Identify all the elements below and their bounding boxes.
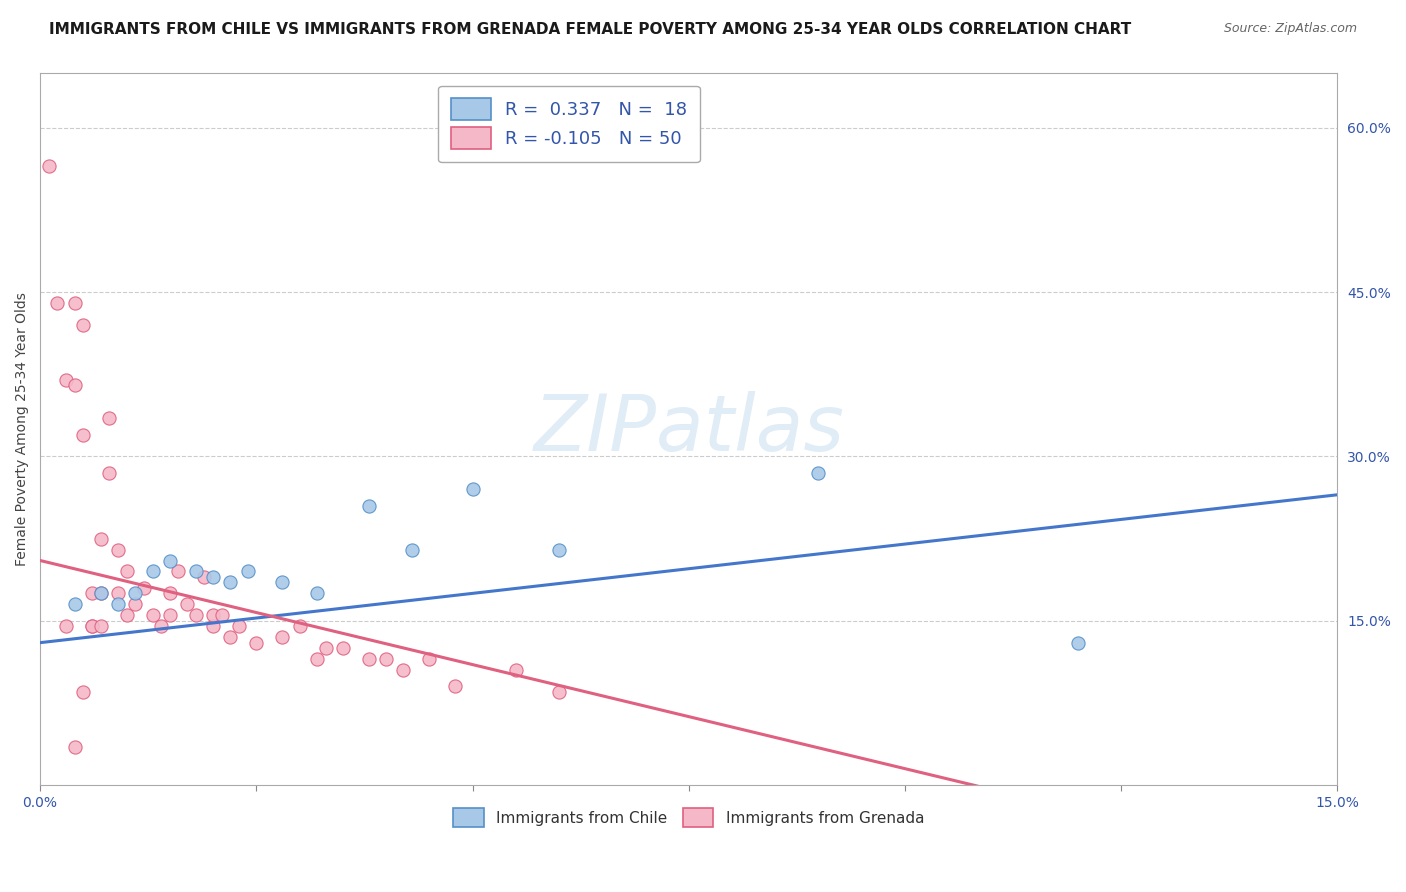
Point [72, 318, 94, 332]
Point [90, 532, 112, 546]
Point [1067, 635, 1090, 649]
Point [124, 597, 146, 611]
Point [98, 466, 121, 480]
Legend: Immigrants from Chile, Immigrants from Grenada: Immigrants from Chile, Immigrants from G… [446, 800, 932, 834]
Text: IMMIGRANTS FROM CHILE VS IMMIGRANTS FROM GRENADA FEMALE POVERTY AMONG 25-34 YEAR: IMMIGRANTS FROM CHILE VS IMMIGRANTS FROM… [49, 22, 1132, 37]
Point [159, 608, 181, 623]
Point [141, 608, 163, 623]
Point [107, 542, 129, 557]
Point [115, 565, 138, 579]
Point [167, 565, 190, 579]
Point [80, 586, 103, 600]
Point [271, 575, 294, 590]
Point [176, 597, 198, 611]
Point [141, 565, 163, 579]
Point [124, 586, 146, 600]
Point [184, 608, 207, 623]
Point [211, 608, 233, 623]
Point [315, 641, 337, 656]
Point [271, 630, 294, 644]
Point [375, 652, 398, 666]
Point [63, 378, 86, 392]
Point [159, 586, 181, 600]
Point [150, 619, 173, 633]
Point [219, 575, 242, 590]
Point [245, 635, 267, 649]
Point [98, 411, 121, 425]
Point [202, 570, 225, 584]
Text: ZIPatlas: ZIPatlas [533, 391, 844, 467]
Point [418, 652, 440, 666]
Point [72, 685, 94, 699]
Point [38, 159, 60, 173]
Point [228, 619, 250, 633]
Point [548, 542, 571, 557]
Point [332, 641, 354, 656]
Point [90, 619, 112, 633]
Point [193, 570, 215, 584]
Point [72, 427, 94, 442]
Point [184, 565, 207, 579]
Point [63, 597, 86, 611]
Point [63, 739, 86, 754]
Point [90, 586, 112, 600]
Point [159, 553, 181, 567]
Point [80, 619, 103, 633]
Point [55, 373, 77, 387]
Text: Source: ZipAtlas.com: Source: ZipAtlas.com [1223, 22, 1357, 36]
Point [115, 608, 138, 623]
Point [107, 597, 129, 611]
Point [357, 499, 380, 513]
Point [288, 619, 311, 633]
Point [90, 586, 112, 600]
Point [357, 652, 380, 666]
Point [548, 685, 571, 699]
Point [55, 619, 77, 633]
Point [80, 619, 103, 633]
Point [505, 663, 527, 677]
Point [132, 581, 155, 595]
Point [444, 680, 467, 694]
Point [461, 483, 484, 497]
Point [392, 663, 415, 677]
Point [46, 296, 69, 310]
Point [401, 542, 423, 557]
Point [219, 630, 242, 644]
Point [236, 565, 259, 579]
Point [202, 619, 225, 633]
Point [305, 586, 328, 600]
Point [202, 608, 225, 623]
Point [305, 652, 328, 666]
Point [107, 586, 129, 600]
Point [807, 466, 830, 480]
Y-axis label: Female Poverty Among 25-34 Year Olds: Female Poverty Among 25-34 Year Olds [15, 292, 30, 566]
Point [63, 296, 86, 310]
